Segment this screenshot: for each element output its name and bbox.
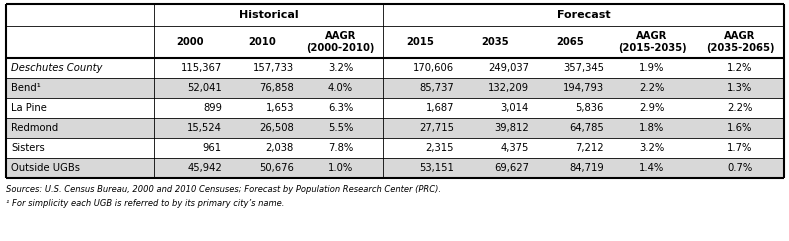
Text: 26,508: 26,508: [260, 123, 294, 133]
Text: 1,687: 1,687: [425, 103, 454, 113]
Text: 64,785: 64,785: [569, 123, 604, 133]
Text: Historical: Historical: [239, 10, 298, 20]
Text: 3.2%: 3.2%: [328, 63, 353, 73]
Text: 7.8%: 7.8%: [328, 143, 353, 153]
Text: 1.4%: 1.4%: [639, 163, 664, 173]
Text: Sisters: Sisters: [11, 143, 45, 153]
Text: 2000: 2000: [176, 37, 204, 47]
Text: 2.9%: 2.9%: [639, 103, 664, 113]
Text: ¹ For simplicity each UGB is referred to by its primary city’s name.: ¹ For simplicity each UGB is referred to…: [6, 199, 284, 208]
Text: Outside UGBs: Outside UGBs: [11, 163, 80, 173]
Text: 85,737: 85,737: [419, 83, 454, 93]
Text: 170,606: 170,606: [413, 63, 454, 73]
Text: 1.8%: 1.8%: [639, 123, 664, 133]
Text: 0.7%: 0.7%: [727, 163, 753, 173]
Text: Redmond: Redmond: [11, 123, 58, 133]
Text: 1,653: 1,653: [266, 103, 294, 113]
Text: 2035: 2035: [482, 37, 510, 47]
Text: 157,733: 157,733: [253, 63, 294, 73]
Text: 4.0%: 4.0%: [328, 83, 353, 93]
Text: AAGR
(2015-2035): AAGR (2015-2035): [618, 31, 686, 53]
Text: 2065: 2065: [556, 37, 585, 47]
Text: 76,858: 76,858: [260, 83, 294, 93]
Text: 45,942: 45,942: [187, 163, 222, 173]
Text: 2015: 2015: [406, 37, 435, 47]
Text: 1.6%: 1.6%: [727, 123, 753, 133]
Text: 53,151: 53,151: [419, 163, 454, 173]
Text: Bend¹: Bend¹: [11, 83, 41, 93]
Text: 357,345: 357,345: [563, 63, 604, 73]
Text: 249,037: 249,037: [488, 63, 529, 73]
Text: 2,315: 2,315: [425, 143, 454, 153]
Text: 2,038: 2,038: [266, 143, 294, 153]
Text: 2010: 2010: [248, 37, 276, 47]
Text: AAGR
(2035-2065): AAGR (2035-2065): [705, 31, 774, 53]
Text: 27,715: 27,715: [419, 123, 454, 133]
Text: 15,524: 15,524: [187, 123, 222, 133]
Text: 1.7%: 1.7%: [727, 143, 753, 153]
Text: 2.2%: 2.2%: [727, 103, 753, 113]
Bar: [6, 118, 784, 138]
Text: 2.2%: 2.2%: [639, 83, 664, 93]
Text: 1.3%: 1.3%: [727, 83, 753, 93]
Text: Deschutes County: Deschutes County: [11, 63, 103, 73]
Text: 194,793: 194,793: [563, 83, 604, 93]
Text: 7,212: 7,212: [575, 143, 604, 153]
Text: 115,367: 115,367: [181, 63, 222, 73]
Text: 84,719: 84,719: [569, 163, 604, 173]
Text: 39,812: 39,812: [494, 123, 529, 133]
Text: 5,836: 5,836: [576, 103, 604, 113]
Text: 961: 961: [203, 143, 222, 153]
Text: 5.5%: 5.5%: [327, 123, 353, 133]
Text: 3.2%: 3.2%: [639, 143, 664, 153]
Text: 1.2%: 1.2%: [727, 63, 753, 73]
Text: AAGR
(2000-2010): AAGR (2000-2010): [306, 31, 375, 53]
Text: 1.9%: 1.9%: [639, 63, 664, 73]
Text: Sources: U.S. Census Bureau, 2000 and 2010 Censuses; Forecast by Population Rese: Sources: U.S. Census Bureau, 2000 and 20…: [6, 186, 441, 194]
Text: 899: 899: [203, 103, 222, 113]
Text: 50,676: 50,676: [259, 163, 294, 173]
Bar: [6, 158, 784, 178]
Text: 4,375: 4,375: [501, 143, 529, 153]
Text: La Pine: La Pine: [11, 103, 47, 113]
Text: 52,041: 52,041: [187, 83, 222, 93]
Text: 1.0%: 1.0%: [328, 163, 353, 173]
Text: Forecast: Forecast: [557, 10, 611, 20]
Bar: [6, 78, 784, 98]
Text: 3,014: 3,014: [501, 103, 529, 113]
Text: 69,627: 69,627: [494, 163, 529, 173]
Text: 6.3%: 6.3%: [328, 103, 353, 113]
Text: 132,209: 132,209: [488, 83, 529, 93]
